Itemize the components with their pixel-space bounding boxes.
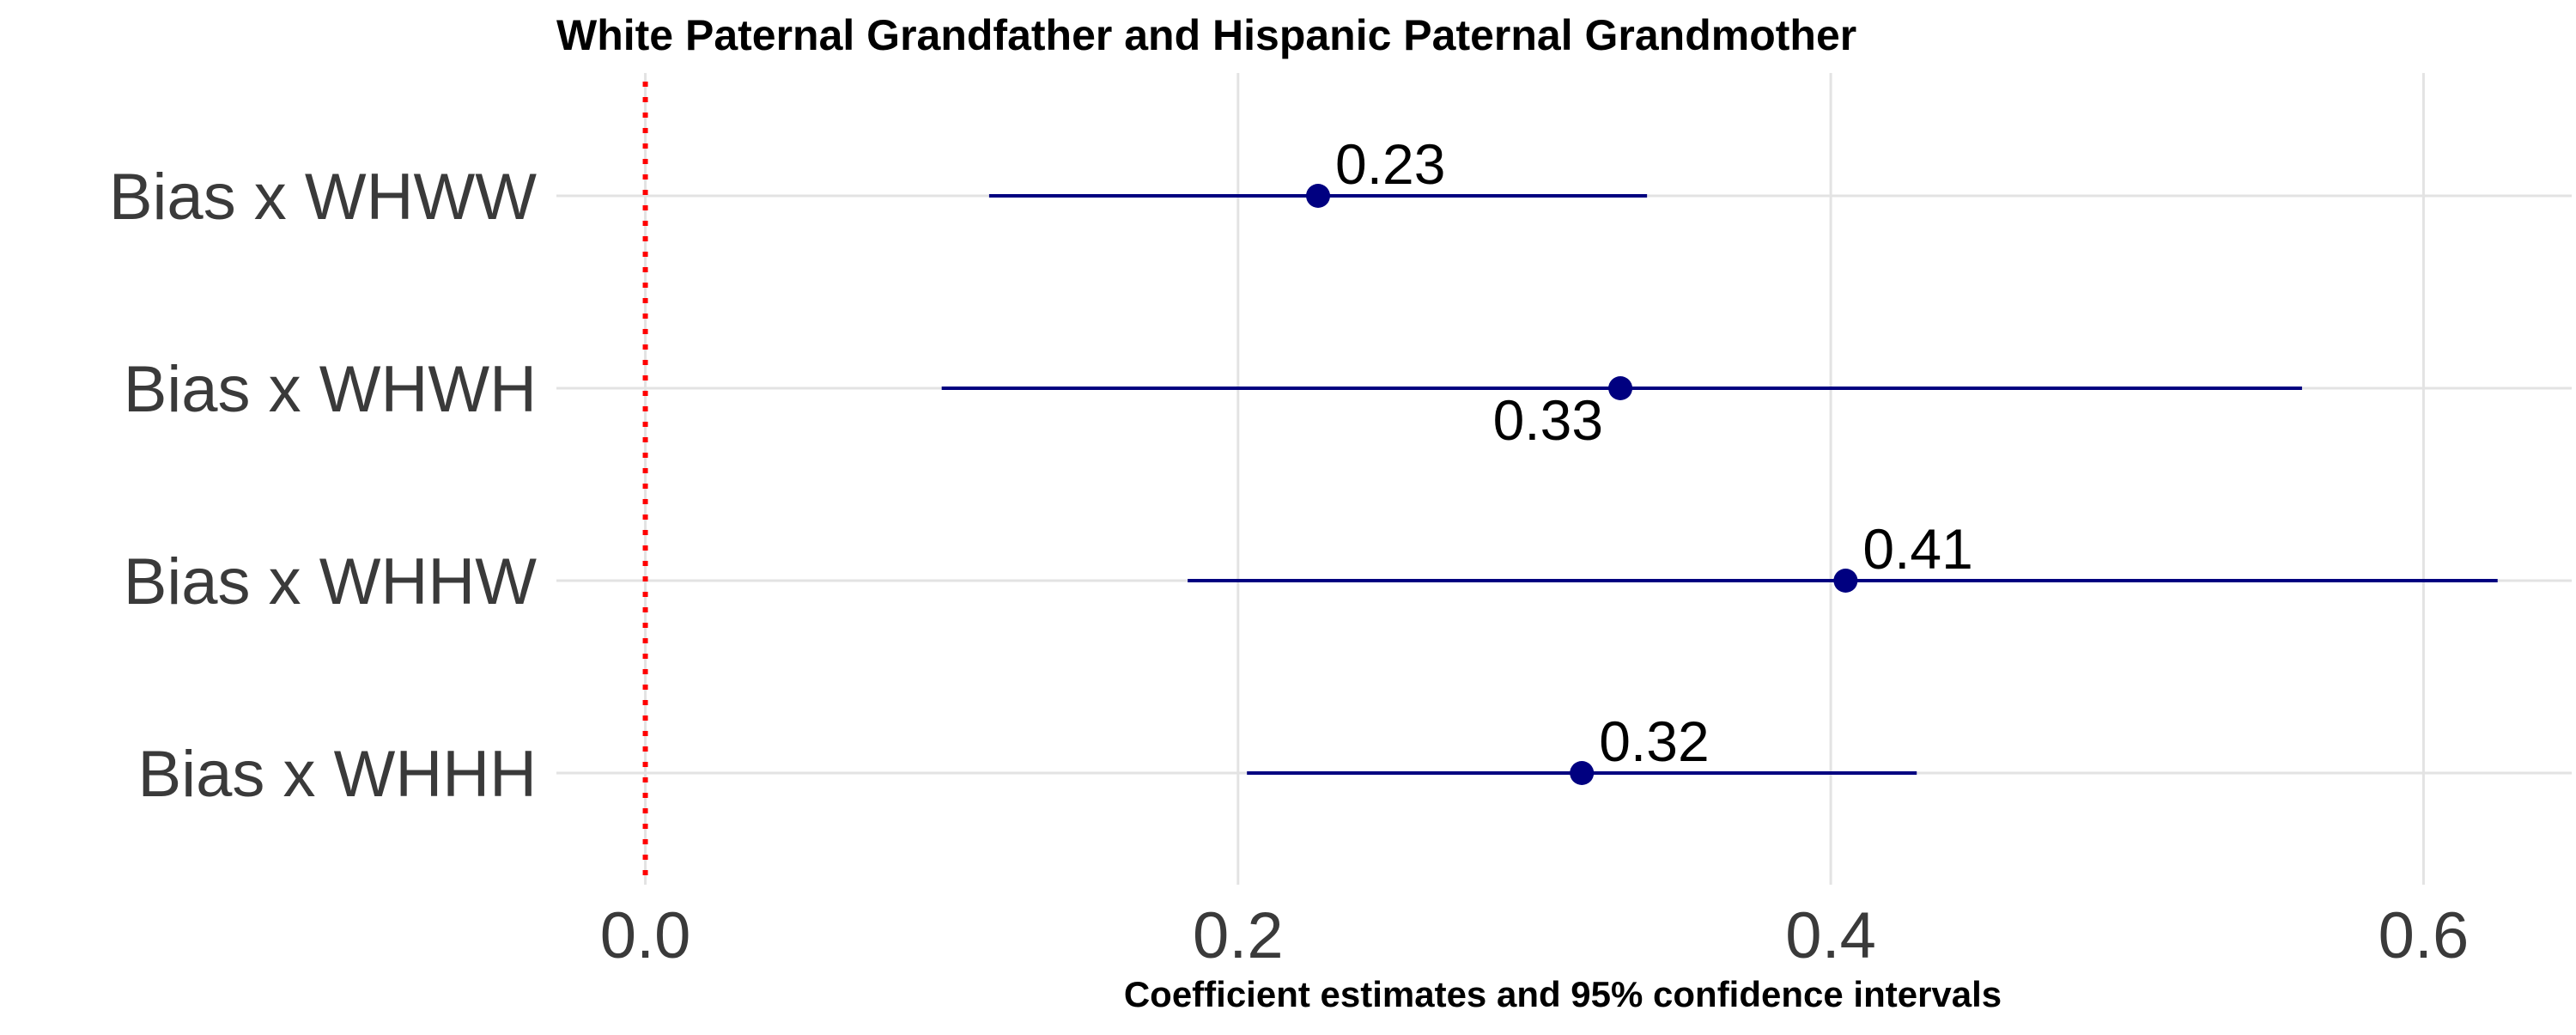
estimate-label: 0.23 (1335, 132, 1445, 196)
y-category-label: Bias x WHHW (124, 545, 538, 618)
chart-title: White Paternal Grandfather and Hispanic … (556, 11, 1856, 59)
estimate-point (1608, 376, 1633, 400)
y-category-label: Bias x WHHH (138, 738, 537, 811)
estimate-label: 0.41 (1862, 517, 1972, 581)
estimate-label: 0.33 (1493, 388, 1603, 452)
y-category-label: Bias x WHWH (124, 353, 537, 426)
estimate-point (1833, 569, 1858, 593)
marks-layer (941, 184, 2498, 785)
estimate-point (1306, 184, 1331, 208)
estimate-point (1570, 761, 1595, 785)
estimate-label: 0.32 (1599, 709, 1709, 773)
x-axis-label: Coefficient estimates and 95% confidence… (1124, 974, 2002, 1014)
y-category-label: Bias x WHWW (109, 161, 537, 234)
x-tick-label: 0.2 (1193, 899, 1284, 972)
x-tick-label: 0.4 (1785, 899, 1876, 972)
x-tick-label: 0.6 (2379, 899, 2470, 972)
text-layer: White Paternal Grandfather and Hispanic … (109, 11, 2469, 1014)
x-tick-label: 0.0 (600, 899, 691, 972)
